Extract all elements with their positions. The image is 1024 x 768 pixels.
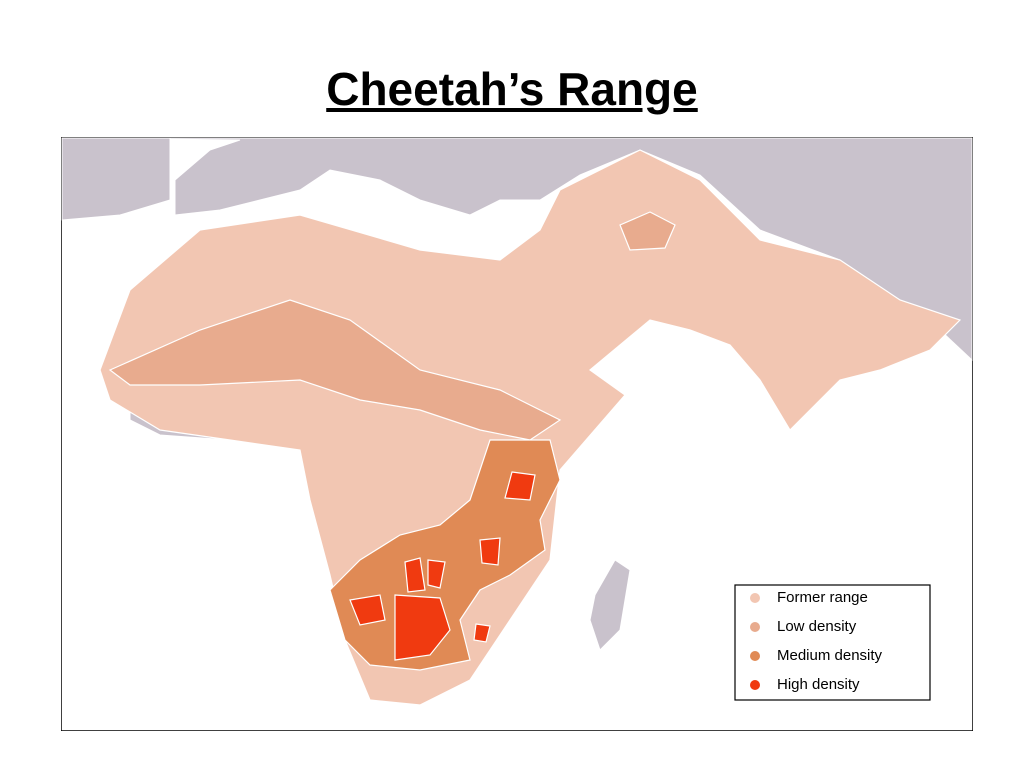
legend-label: High density	[777, 676, 860, 693]
legend-box	[734, 584, 931, 701]
legend-label: Low density	[777, 618, 857, 635]
legend-swatch	[750, 680, 760, 690]
map: Former range Low density Medium density …	[61, 137, 973, 731]
range	[99, 149, 962, 706]
legend-swatch	[750, 622, 760, 632]
legend-label: Medium density	[777, 647, 883, 664]
legend-swatch	[750, 651, 760, 661]
slide-title: Cheetah’s Range	[326, 63, 698, 115]
legend-label: Former range	[777, 589, 868, 606]
legend-swatch	[750, 593, 760, 603]
legend: Former range Low density Medium density …	[734, 584, 931, 701]
